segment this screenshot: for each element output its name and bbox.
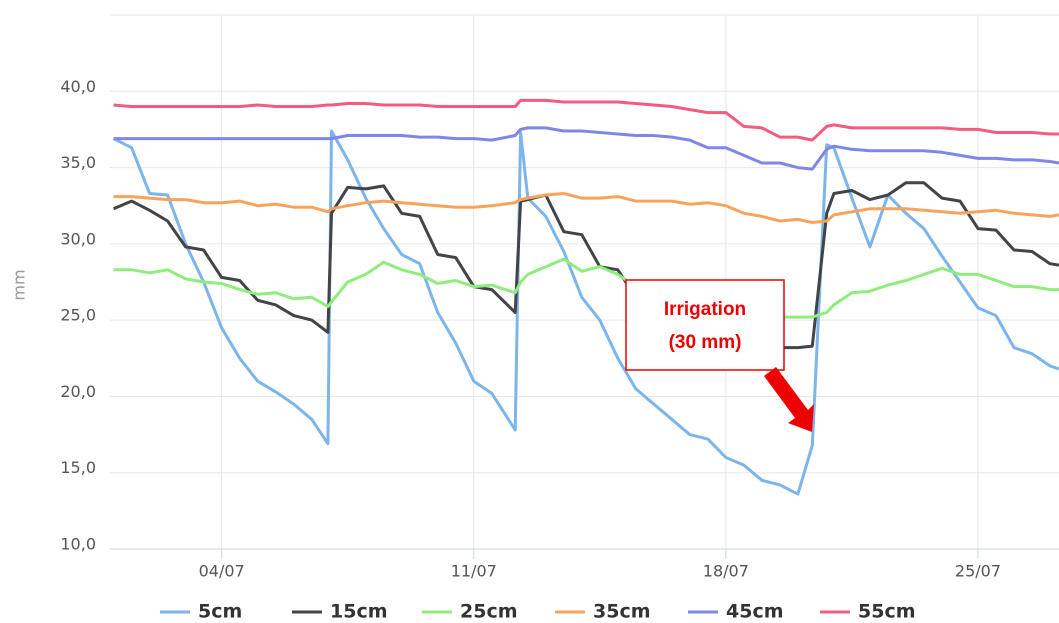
x-tick-label: 25/07 bbox=[955, 562, 1001, 581]
annotation-text: Irrigation bbox=[664, 299, 746, 320]
series-line bbox=[112, 129, 1059, 496]
annotation-box bbox=[625, 279, 785, 371]
x-tick-label: 18/07 bbox=[703, 562, 749, 581]
y-tick-label: 25,0 bbox=[60, 306, 96, 325]
x-tick-label: 04/07 bbox=[199, 562, 245, 581]
legend-label: 45cm bbox=[726, 601, 784, 623]
y-tick-label: 35,0 bbox=[60, 153, 96, 172]
y-tick-label: 20,0 bbox=[60, 382, 96, 401]
y-axis-label: mm bbox=[10, 269, 29, 300]
y-tick-label: 40,0 bbox=[60, 77, 96, 96]
x-tick-label: 11/07 bbox=[451, 562, 497, 581]
series-line bbox=[113, 192, 1059, 224]
series-line bbox=[113, 98, 1059, 142]
series-line bbox=[113, 257, 1059, 319]
y-tick-label: 30,0 bbox=[60, 229, 96, 248]
annotation-text: (30 mm) bbox=[669, 332, 742, 353]
annotation-arrow bbox=[764, 367, 814, 432]
legend-label: 35cm bbox=[593, 601, 651, 623]
y-tick-label: 15,0 bbox=[60, 458, 96, 477]
legend-label: 15cm bbox=[330, 601, 388, 623]
y-tick-label: 10,0 bbox=[60, 535, 96, 554]
legend-label: 5cm bbox=[198, 601, 242, 623]
series-line bbox=[113, 126, 1059, 171]
legend-label: 25cm bbox=[460, 601, 518, 623]
legend-label: 55cm bbox=[858, 601, 916, 623]
series-line bbox=[113, 181, 1059, 350]
